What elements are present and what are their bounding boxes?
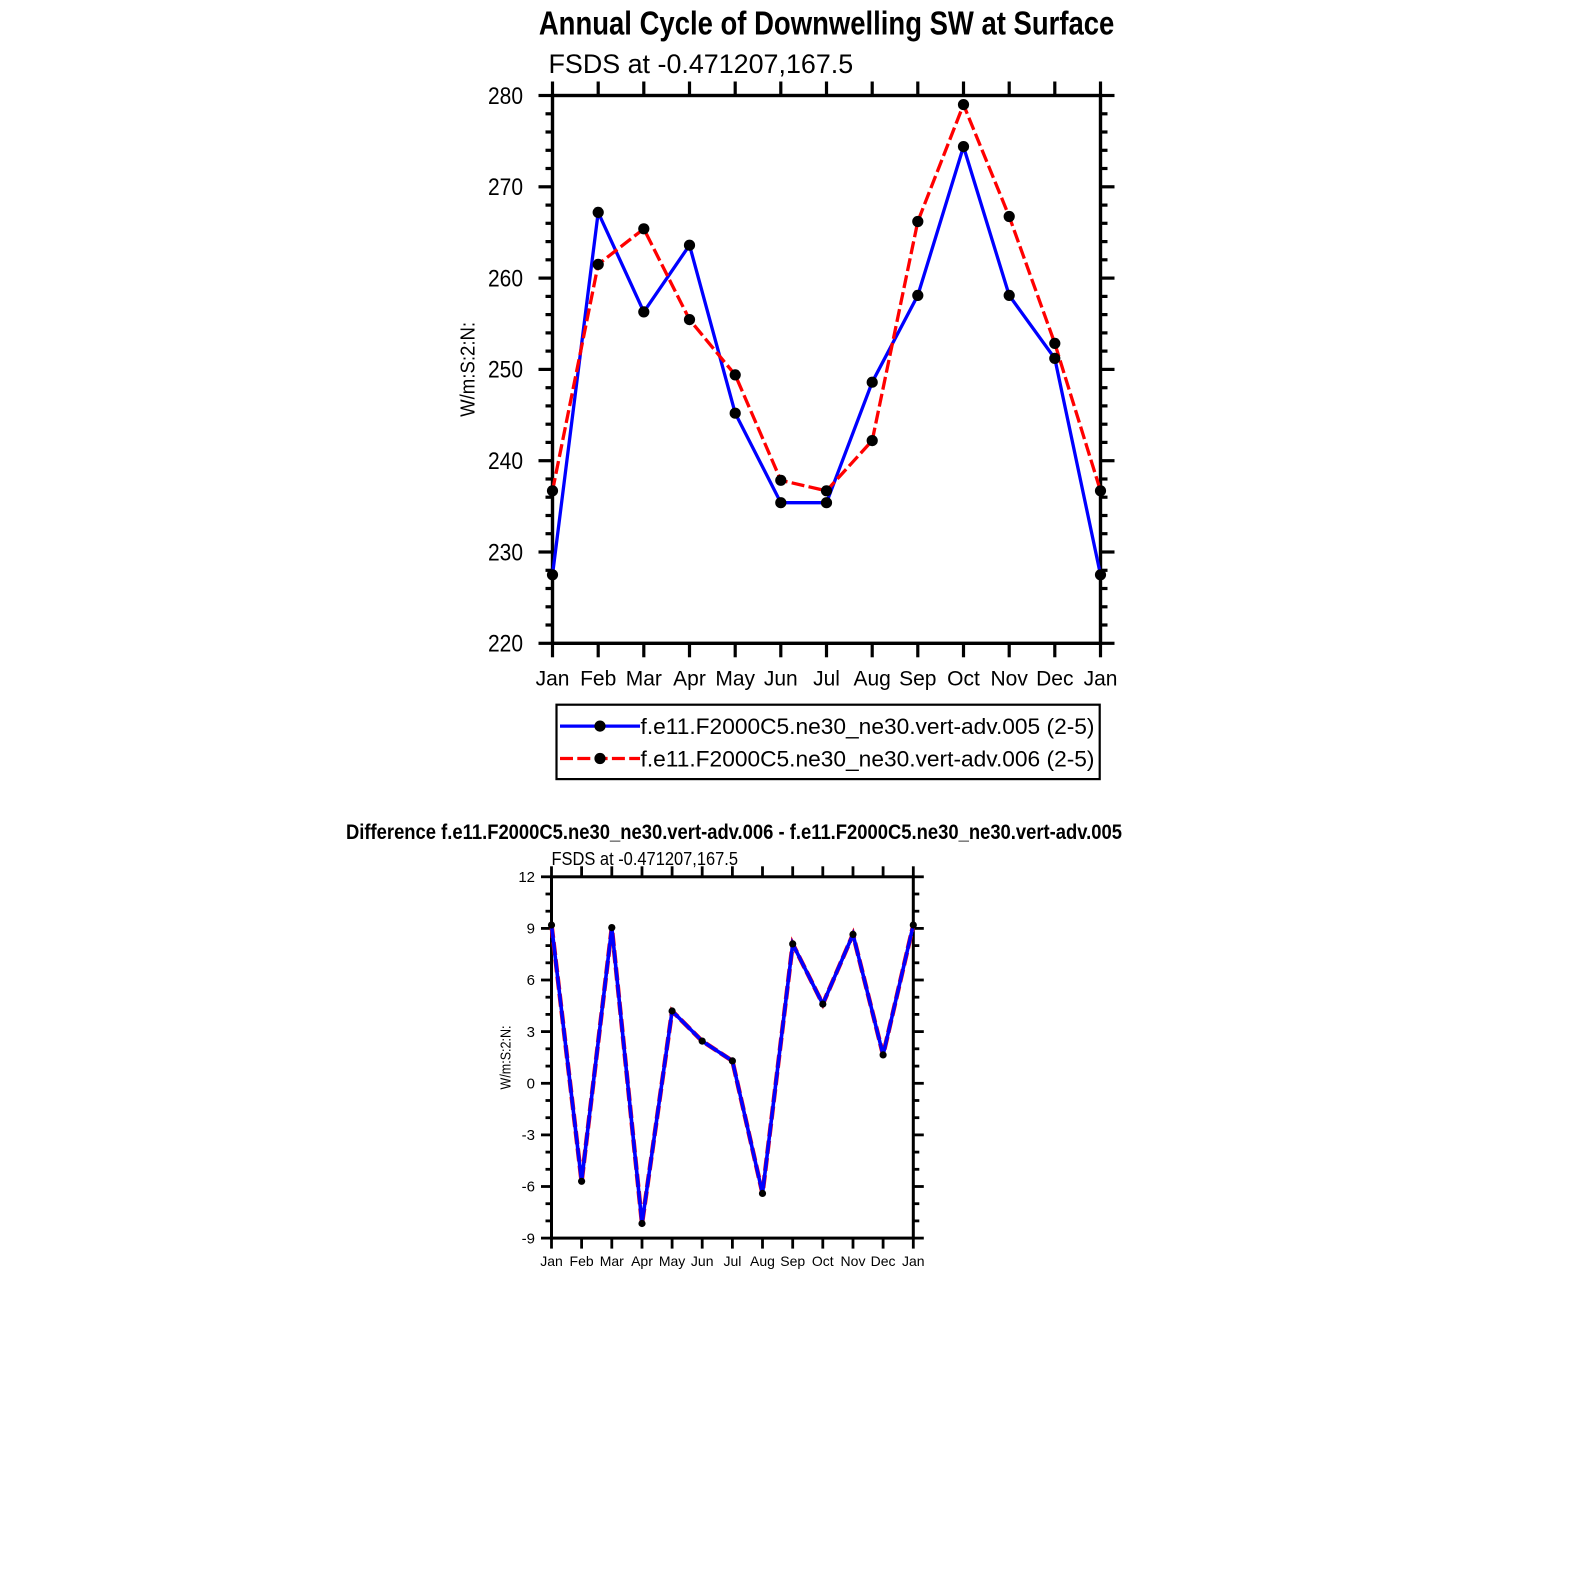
svg-text:-6: -6 xyxy=(522,1179,535,1196)
svg-text:May: May xyxy=(715,667,755,690)
svg-text:FSDS at -0.471207,167.5: FSDS at -0.471207,167.5 xyxy=(549,49,854,79)
svg-text:Nov: Nov xyxy=(841,1253,866,1269)
svg-text:Apr: Apr xyxy=(673,667,706,690)
svg-text:-3: -3 xyxy=(522,1127,535,1144)
svg-text:0: 0 xyxy=(527,1076,535,1093)
svg-text:Oct: Oct xyxy=(812,1253,834,1269)
svg-text:12: 12 xyxy=(518,869,535,886)
svg-text:Dec: Dec xyxy=(1036,667,1073,690)
svg-text:9: 9 xyxy=(527,921,535,938)
svg-text:Aug: Aug xyxy=(750,1253,775,1269)
svg-text:Apr: Apr xyxy=(631,1253,653,1269)
svg-text:260: 260 xyxy=(488,265,523,292)
svg-text:May: May xyxy=(659,1253,685,1269)
svg-text:250: 250 xyxy=(488,357,523,384)
svg-text:240: 240 xyxy=(488,448,523,475)
svg-text:Sep: Sep xyxy=(780,1253,805,1269)
svg-text:f.e11.F2000C5.ne30_ne30.vert-a: f.e11.F2000C5.ne30_ne30.vert-adv.005 (2-… xyxy=(641,714,1095,739)
svg-text:6: 6 xyxy=(527,972,535,989)
svg-text:Feb: Feb xyxy=(570,1253,594,1269)
svg-text:Oct: Oct xyxy=(947,667,980,690)
svg-text:Aug: Aug xyxy=(854,667,891,690)
svg-text:f.e11.F2000C5.ne30_ne30.vert-a: f.e11.F2000C5.ne30_ne30.vert-adv.006 (2-… xyxy=(641,746,1095,771)
svg-text:Difference f.e11.F2000C5.ne30_: Difference f.e11.F2000C5.ne30_ne30.vert-… xyxy=(346,821,1122,844)
svg-text:Jan: Jan xyxy=(902,1253,925,1269)
svg-text:Jun: Jun xyxy=(764,667,798,690)
svg-text:Annual Cycle of Downwelling SW: Annual Cycle of Downwelling SW at Surfac… xyxy=(539,5,1115,42)
svg-text:Feb: Feb xyxy=(580,667,616,690)
svg-text:-9: -9 xyxy=(522,1230,535,1247)
svg-text:Sep: Sep xyxy=(899,667,936,690)
svg-text:Mar: Mar xyxy=(626,667,662,690)
svg-text:Jan: Jan xyxy=(536,667,570,690)
svg-text:230: 230 xyxy=(488,539,523,566)
svg-text:W/m:S:2:N:: W/m:S:2:N: xyxy=(457,322,479,417)
svg-text:Jul: Jul xyxy=(723,1253,741,1269)
svg-text:Dec: Dec xyxy=(871,1253,896,1269)
svg-text:Jan: Jan xyxy=(540,1253,563,1269)
svg-text:Nov: Nov xyxy=(991,667,1029,690)
svg-text:3: 3 xyxy=(527,1024,535,1041)
svg-text:280: 280 xyxy=(488,83,523,110)
svg-text:Jun: Jun xyxy=(691,1253,714,1269)
svg-text:220: 220 xyxy=(488,631,523,658)
svg-text:W/m:S:2:N:: W/m:S:2:N: xyxy=(499,1026,515,1090)
svg-text:Jul: Jul xyxy=(813,667,840,690)
svg-text:Jan: Jan xyxy=(1084,667,1118,690)
svg-text:FSDS at -0.471207,167.5: FSDS at -0.471207,167.5 xyxy=(552,849,739,869)
svg-text:270: 270 xyxy=(488,174,523,201)
svg-text:Mar: Mar xyxy=(600,1253,624,1269)
